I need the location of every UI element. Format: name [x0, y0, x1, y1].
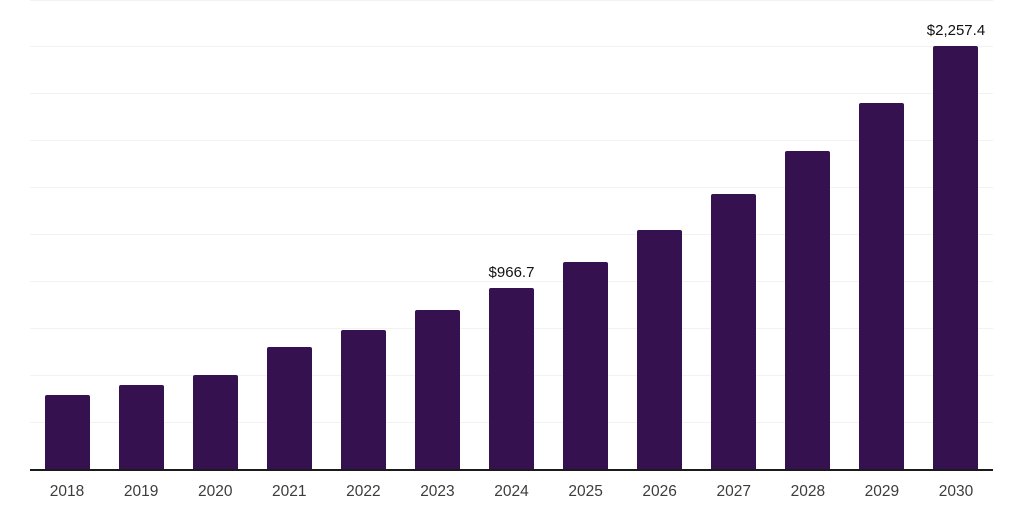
bar-2023 [414, 309, 460, 469]
bar-slot-2020 [178, 0, 252, 469]
x-tick-label-2028: 2028 [790, 483, 826, 500]
x-tick-label-2029: 2029 [864, 483, 900, 500]
bar-slot-2021 [252, 0, 326, 469]
x-tick-label-2019: 2019 [123, 483, 159, 500]
x-tick-label-2022: 2022 [346, 483, 381, 500]
x-tick-label-2023: 2023 [420, 483, 455, 500]
bar-slot-2029 [845, 0, 919, 469]
x-tick-label-2020: 2020 [197, 483, 233, 500]
gridline [30, 93, 993, 95]
gridline [30, 46, 993, 48]
x-axis-labels: 2018 2019 2020 2021 2022 2023 2024 2025 2026 2027… [30, 471, 993, 512]
value-label-2024: $966.7 [488, 263, 535, 281]
x-axis-line [30, 469, 993, 471]
bar-2024 [489, 287, 534, 469]
x-tick-label-2025: 2025 [568, 483, 603, 500]
x-tick-label-2027: 2027 [716, 483, 751, 500]
bar-2021 [266, 347, 312, 469]
bar-slot-2026 [623, 0, 697, 469]
bar-2028 [785, 151, 831, 469]
bar-2025 [563, 261, 609, 469]
bars-container: $966.7 $2,257.4 [30, 0, 993, 469]
bar-2019 [118, 384, 164, 469]
x-tick-label-2021: 2021 [272, 483, 307, 500]
bar-2026 [637, 229, 683, 469]
bar-2027 [711, 194, 757, 469]
bar-slot-2027 [697, 0, 771, 469]
x-tick-label-2018: 2018 [49, 483, 85, 500]
x-tick-label-2026: 2026 [642, 483, 677, 500]
bar-slot-2019 [104, 0, 178, 469]
bar-slot-2025 [549, 0, 623, 469]
gridline [30, 140, 993, 142]
x-tick-label-2024: 2024 [494, 483, 529, 500]
bar-slot-2022 [326, 0, 400, 469]
bar-2020 [192, 375, 238, 469]
bar-2022 [340, 330, 386, 469]
bar-2030 [933, 45, 979, 469]
gridline [30, 234, 993, 235]
bar-slot-2030: $2,257.4 [919, 0, 993, 469]
bar-slot-2018 [30, 0, 104, 469]
x-tick-label-2030: 2030 [938, 483, 974, 500]
bar-2029 [859, 103, 905, 469]
bar-2018 [44, 395, 90, 469]
plot-area: $966.7 $2,257.4 [30, 0, 993, 471]
value-label-2030: $2,257.4 [926, 21, 986, 39]
bar-slot-2023 [400, 0, 474, 469]
gridline [30, 0, 993, 1]
gridline [30, 280, 993, 282]
gridline [30, 187, 993, 189]
bar-slot-2024: $966.7 [474, 0, 548, 469]
bar-slot-2028 [771, 0, 845, 469]
